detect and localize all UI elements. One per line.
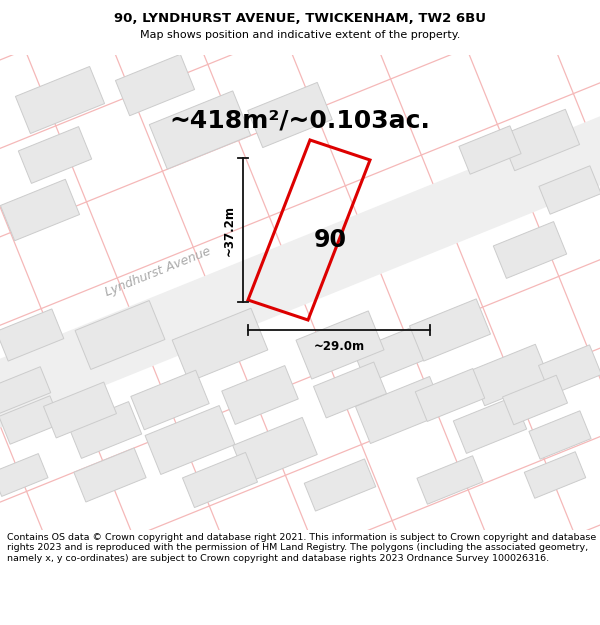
Polygon shape <box>68 402 142 458</box>
Polygon shape <box>115 54 194 116</box>
Polygon shape <box>16 66 104 134</box>
Polygon shape <box>296 311 384 379</box>
Polygon shape <box>355 376 445 444</box>
Polygon shape <box>502 375 568 425</box>
Polygon shape <box>233 418 317 482</box>
Text: ~418m²/~0.103ac.: ~418m²/~0.103ac. <box>170 108 430 132</box>
Polygon shape <box>524 452 586 498</box>
Polygon shape <box>75 301 165 369</box>
Text: Map shows position and indicative extent of the property.: Map shows position and indicative extent… <box>140 29 460 39</box>
Polygon shape <box>539 166 600 214</box>
Polygon shape <box>19 127 92 183</box>
Text: ~29.0m: ~29.0m <box>313 339 365 352</box>
Polygon shape <box>415 369 485 421</box>
Text: ~37.2m: ~37.2m <box>223 204 235 256</box>
Polygon shape <box>172 308 268 382</box>
Polygon shape <box>0 309 64 361</box>
Polygon shape <box>500 109 580 171</box>
Polygon shape <box>182 452 257 508</box>
Polygon shape <box>0 396 61 444</box>
Polygon shape <box>0 367 51 413</box>
Polygon shape <box>539 345 600 395</box>
Polygon shape <box>0 55 600 489</box>
Polygon shape <box>304 459 376 511</box>
Polygon shape <box>353 327 427 383</box>
Text: Contains OS data © Crown copyright and database right 2021. This information is : Contains OS data © Crown copyright and d… <box>7 533 596 562</box>
Polygon shape <box>493 222 566 278</box>
Polygon shape <box>43 382 116 438</box>
Polygon shape <box>0 454 48 496</box>
Text: 90: 90 <box>314 228 347 252</box>
Polygon shape <box>313 362 386 418</box>
Polygon shape <box>417 456 483 504</box>
Polygon shape <box>248 82 332 148</box>
Polygon shape <box>529 411 591 459</box>
Polygon shape <box>419 306 481 354</box>
Polygon shape <box>149 91 251 169</box>
Text: Lyndhurst Avenue: Lyndhurst Avenue <box>103 245 213 299</box>
Polygon shape <box>470 344 550 406</box>
Polygon shape <box>222 366 298 424</box>
Polygon shape <box>454 397 527 453</box>
Polygon shape <box>1 179 80 241</box>
Polygon shape <box>145 406 235 474</box>
Polygon shape <box>459 126 521 174</box>
Polygon shape <box>74 448 146 502</box>
Polygon shape <box>410 299 490 361</box>
Polygon shape <box>131 370 209 430</box>
Text: 90, LYNDHURST AVENUE, TWICKENHAM, TW2 6BU: 90, LYNDHURST AVENUE, TWICKENHAM, TW2 6B… <box>114 12 486 25</box>
